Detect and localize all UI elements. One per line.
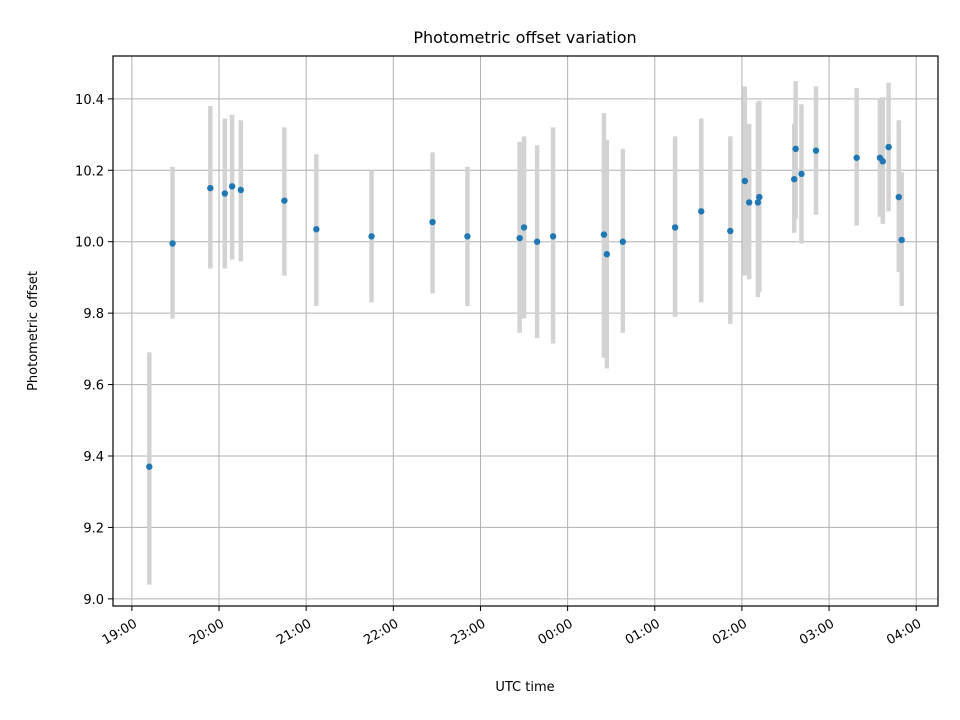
data-point xyxy=(898,236,905,244)
data-point xyxy=(549,233,557,240)
data-point xyxy=(879,158,887,165)
data-point xyxy=(228,183,236,190)
x-tick-label: 20:00 xyxy=(187,616,227,648)
y-tick-label: 9.0 xyxy=(83,593,104,608)
data-point xyxy=(533,238,541,245)
x-tick-label: 03:00 xyxy=(797,616,837,648)
data-point xyxy=(600,231,608,238)
x-tick-label: 19:00 xyxy=(100,616,140,648)
y-tick-label: 9.4 xyxy=(83,450,104,465)
chart-title: Photometric offset variation xyxy=(413,28,636,47)
data-point xyxy=(812,147,820,154)
data-point xyxy=(885,143,892,151)
data-points xyxy=(146,143,905,470)
data-point xyxy=(368,233,375,240)
y-tick-label: 10.0 xyxy=(75,236,104,251)
x-tick-label: 02:00 xyxy=(710,616,750,648)
data-point xyxy=(520,224,528,231)
data-point xyxy=(464,233,471,240)
data-point xyxy=(207,184,214,192)
plot-frame xyxy=(112,55,939,607)
x-tick-label: 00:00 xyxy=(536,616,576,648)
data-point xyxy=(756,193,763,201)
x-tick-label: 23:00 xyxy=(449,616,489,648)
x-tick-label: 04:00 xyxy=(884,616,924,648)
data-point xyxy=(619,238,627,245)
data-point xyxy=(281,197,288,204)
data-point xyxy=(429,218,436,226)
data-point xyxy=(671,224,679,231)
data-point xyxy=(221,190,229,197)
data-point xyxy=(791,176,798,183)
data-point xyxy=(313,226,320,233)
data-point xyxy=(754,199,762,206)
x-tick-label: 22:00 xyxy=(361,616,401,648)
data-point xyxy=(698,208,705,215)
error-bars xyxy=(147,81,904,585)
data-point xyxy=(516,234,523,242)
data-point xyxy=(727,227,734,235)
y-tick-label: 10.4 xyxy=(75,93,104,108)
data-point xyxy=(798,170,805,178)
x-tick-label: 21:00 xyxy=(274,616,314,648)
y-tick-label: 9.2 xyxy=(83,521,104,536)
y-tick-label: 10.2 xyxy=(75,164,104,179)
data-point xyxy=(146,463,153,470)
x-axis-ticks: 19:00 20:00 21:00 22:00 23:00 00:00 01:00 02:00… xyxy=(100,606,924,648)
data-point xyxy=(237,186,245,194)
data-point xyxy=(741,177,749,185)
y-axis-label: Photometric offset xyxy=(26,271,41,391)
x-tick-label: 01:00 xyxy=(623,616,663,648)
data-point xyxy=(792,145,799,153)
y-tick-label: 9.8 xyxy=(83,307,104,322)
x-axis-label: UTC time xyxy=(495,680,554,695)
data-point xyxy=(603,251,611,258)
data-point xyxy=(169,240,176,247)
data-point xyxy=(853,154,860,161)
data-point xyxy=(895,193,902,201)
y-axis-ticks: 9.0 9.2 9.4 9.6 9.8 10.0 10.2 10.4 xyxy=(75,93,113,608)
data-point xyxy=(745,199,753,206)
y-tick-label: 9.6 xyxy=(83,379,104,394)
